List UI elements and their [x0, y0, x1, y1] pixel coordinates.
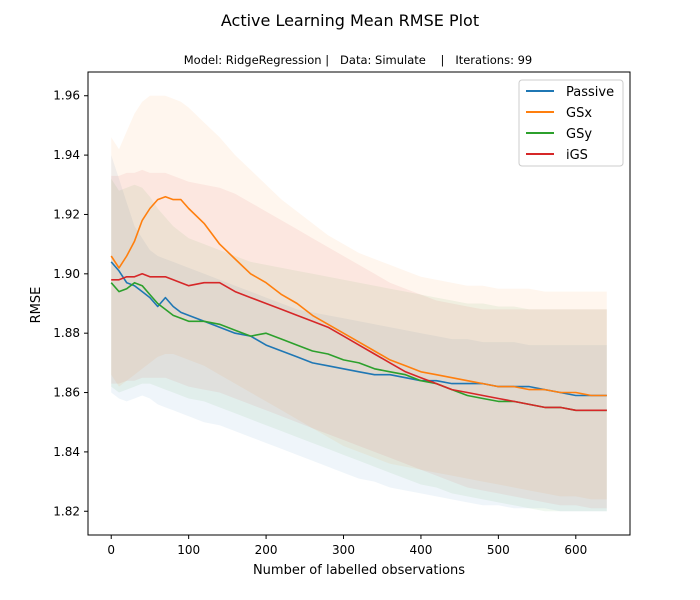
y-tick-label: 1.84	[53, 445, 80, 459]
x-tick-label: 500	[487, 543, 510, 557]
x-axis-ticks: 0 100 200 300 400 500 600	[107, 535, 587, 557]
x-tick-label: 100	[177, 543, 200, 557]
passive-band	[111, 155, 607, 512]
x-tick-label: 0	[107, 543, 115, 557]
x-tick-label: 200	[255, 543, 278, 557]
legend-label-gsx: GSx	[566, 106, 592, 121]
chart-title: Active Learning Mean RMSE Plot	[221, 11, 479, 30]
y-axis-ticks: 1.82 1.84 1.86 1.88 1.90 1.92 1.94 1.96	[53, 89, 88, 518]
legend-label-gsy: GSy	[566, 127, 592, 142]
y-tick-label: 1.82	[53, 504, 80, 518]
legend-label-passive: Passive	[566, 85, 614, 100]
x-tick-label: 300	[332, 543, 355, 557]
y-axis-label: RMSE	[29, 287, 44, 324]
x-tick-label: 600	[564, 543, 587, 557]
y-tick-label: 1.86	[53, 386, 80, 400]
x-axis-label: Number of labelled observations	[253, 563, 465, 578]
legend-box	[518, 79, 624, 167]
plot-area-frame	[87, 71, 631, 536]
igs-band	[111, 169, 607, 509]
y-tick-label: 1.88	[53, 326, 80, 340]
legend: Passive GSx GSy iGS	[518, 79, 624, 167]
series-lines	[110, 195, 607, 412]
y-tick-label: 1.94	[53, 148, 80, 162]
gsx-line	[110, 195, 607, 397]
chart-subtitle: Model: RidgeRegression | Data: Simulate …	[184, 53, 533, 67]
y-tick-label: 1.90	[53, 267, 80, 281]
igs-line	[111, 272, 607, 412]
y-tick-label: 1.96	[53, 89, 80, 103]
legend-label-igs: iGS	[566, 148, 588, 163]
x-tick-label: 400	[409, 543, 432, 557]
y-tick-label: 1.92	[53, 207, 80, 221]
